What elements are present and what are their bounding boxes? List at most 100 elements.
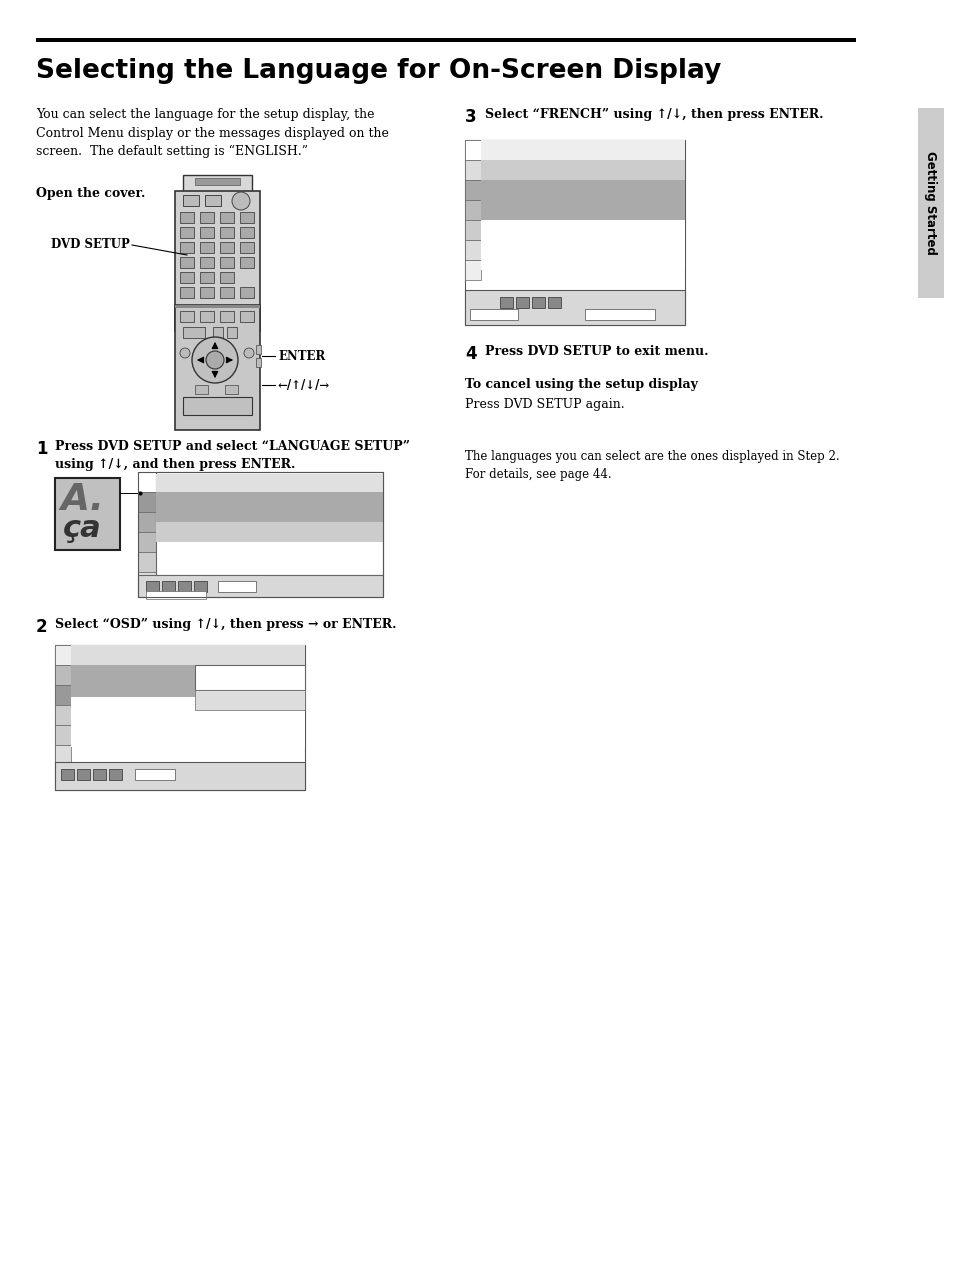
Bar	[71, 697, 305, 747]
Bar	[464, 140, 480, 161]
Bar	[61, 769, 74, 780]
Bar	[205, 195, 221, 206]
Bar	[178, 581, 191, 592]
Bar	[227, 327, 236, 338]
Bar	[180, 227, 193, 238]
Bar	[220, 273, 233, 283]
Bar	[156, 522, 382, 541]
Text: Select “FRENCH” using ↑/↓, then press ENTER.: Select “FRENCH” using ↑/↓, then press EN…	[484, 108, 822, 121]
Circle shape	[192, 338, 237, 383]
Bar	[55, 645, 305, 790]
Bar	[138, 471, 156, 492]
Bar	[138, 572, 156, 592]
Bar	[464, 161, 480, 180]
Bar	[55, 685, 71, 705]
Bar	[180, 211, 193, 223]
Bar	[55, 725, 71, 745]
Bar	[138, 575, 382, 598]
Bar	[77, 769, 90, 780]
Bar	[464, 240, 480, 260]
Bar	[183, 397, 252, 415]
Bar	[220, 287, 233, 298]
Text: A.: A.	[60, 482, 104, 519]
Bar	[225, 385, 237, 394]
Bar	[55, 745, 71, 764]
Bar	[255, 358, 261, 367]
Bar	[138, 492, 156, 512]
Circle shape	[180, 348, 190, 358]
Circle shape	[206, 352, 224, 369]
Text: 3: 3	[464, 108, 476, 126]
Bar	[138, 533, 156, 552]
Bar	[71, 645, 305, 665]
Text: DVD SETUP: DVD SETUP	[51, 238, 130, 251]
Circle shape	[232, 192, 250, 210]
Bar	[240, 227, 253, 238]
Bar	[218, 581, 255, 592]
Circle shape	[244, 348, 253, 358]
Bar	[480, 240, 684, 270]
Bar	[183, 195, 199, 206]
Bar	[532, 297, 544, 308]
Text: The languages you can select are the ones displayed in Step 2.
For details, see : The languages you can select are the one…	[464, 450, 839, 482]
Bar	[193, 581, 207, 592]
Bar	[156, 474, 382, 492]
Bar	[183, 175, 252, 192]
Text: Press DVD SETUP and select “LANGUAGE SETUP”
using ↑/↓, and then press ENTER.: Press DVD SETUP and select “LANGUAGE SET…	[55, 440, 410, 471]
Text: Selecting the Language for On-Screen Display: Selecting the Language for On-Screen Dis…	[36, 59, 720, 84]
Bar	[200, 287, 213, 298]
Bar	[220, 227, 233, 238]
Bar	[174, 304, 260, 308]
Bar	[180, 273, 193, 283]
Bar	[480, 180, 684, 220]
Bar	[240, 242, 253, 254]
Bar	[194, 178, 240, 185]
Bar	[240, 211, 253, 223]
Bar	[55, 705, 71, 725]
Bar	[200, 257, 213, 268]
Bar	[480, 161, 684, 180]
Bar	[174, 304, 260, 431]
Bar	[200, 311, 213, 322]
Text: 4: 4	[464, 345, 476, 363]
Bar	[200, 242, 213, 254]
Text: ←/↑/↓/→: ←/↑/↓/→	[277, 378, 330, 391]
Bar	[200, 227, 213, 238]
Text: You can select the language for the setup display, the
Control Menu display or t: You can select the language for the setu…	[36, 108, 389, 158]
Bar	[71, 665, 195, 697]
Bar	[516, 297, 529, 308]
Bar	[470, 310, 517, 320]
Bar	[584, 310, 655, 320]
Bar	[174, 191, 260, 331]
Bar	[180, 257, 193, 268]
Bar	[499, 297, 513, 308]
Bar	[464, 220, 480, 240]
Bar	[464, 200, 480, 220]
Bar	[156, 471, 382, 575]
Bar	[547, 297, 560, 308]
Bar	[183, 327, 205, 338]
Bar	[146, 581, 159, 592]
Bar	[220, 242, 233, 254]
Text: Press DVD SETUP to exit menu.: Press DVD SETUP to exit menu.	[484, 345, 708, 358]
Bar	[240, 287, 253, 298]
Text: Getting Started: Getting Started	[923, 152, 937, 255]
Bar	[464, 260, 480, 280]
Bar	[220, 311, 233, 322]
Text: 1: 1	[36, 440, 48, 457]
Bar	[146, 591, 206, 599]
Bar	[55, 645, 71, 665]
Bar	[180, 287, 193, 298]
Bar	[180, 242, 193, 254]
Bar	[220, 211, 233, 223]
Bar	[200, 273, 213, 283]
Text: 2: 2	[36, 618, 48, 636]
Bar	[255, 345, 261, 354]
Bar	[135, 769, 174, 780]
Bar	[464, 140, 684, 325]
Bar	[55, 478, 120, 550]
Bar	[194, 691, 305, 710]
Bar	[917, 108, 943, 298]
Bar	[213, 327, 223, 338]
Text: Select “OSD” using ↑/↓, then press → or ENTER.: Select “OSD” using ↑/↓, then press → or …	[55, 618, 396, 631]
